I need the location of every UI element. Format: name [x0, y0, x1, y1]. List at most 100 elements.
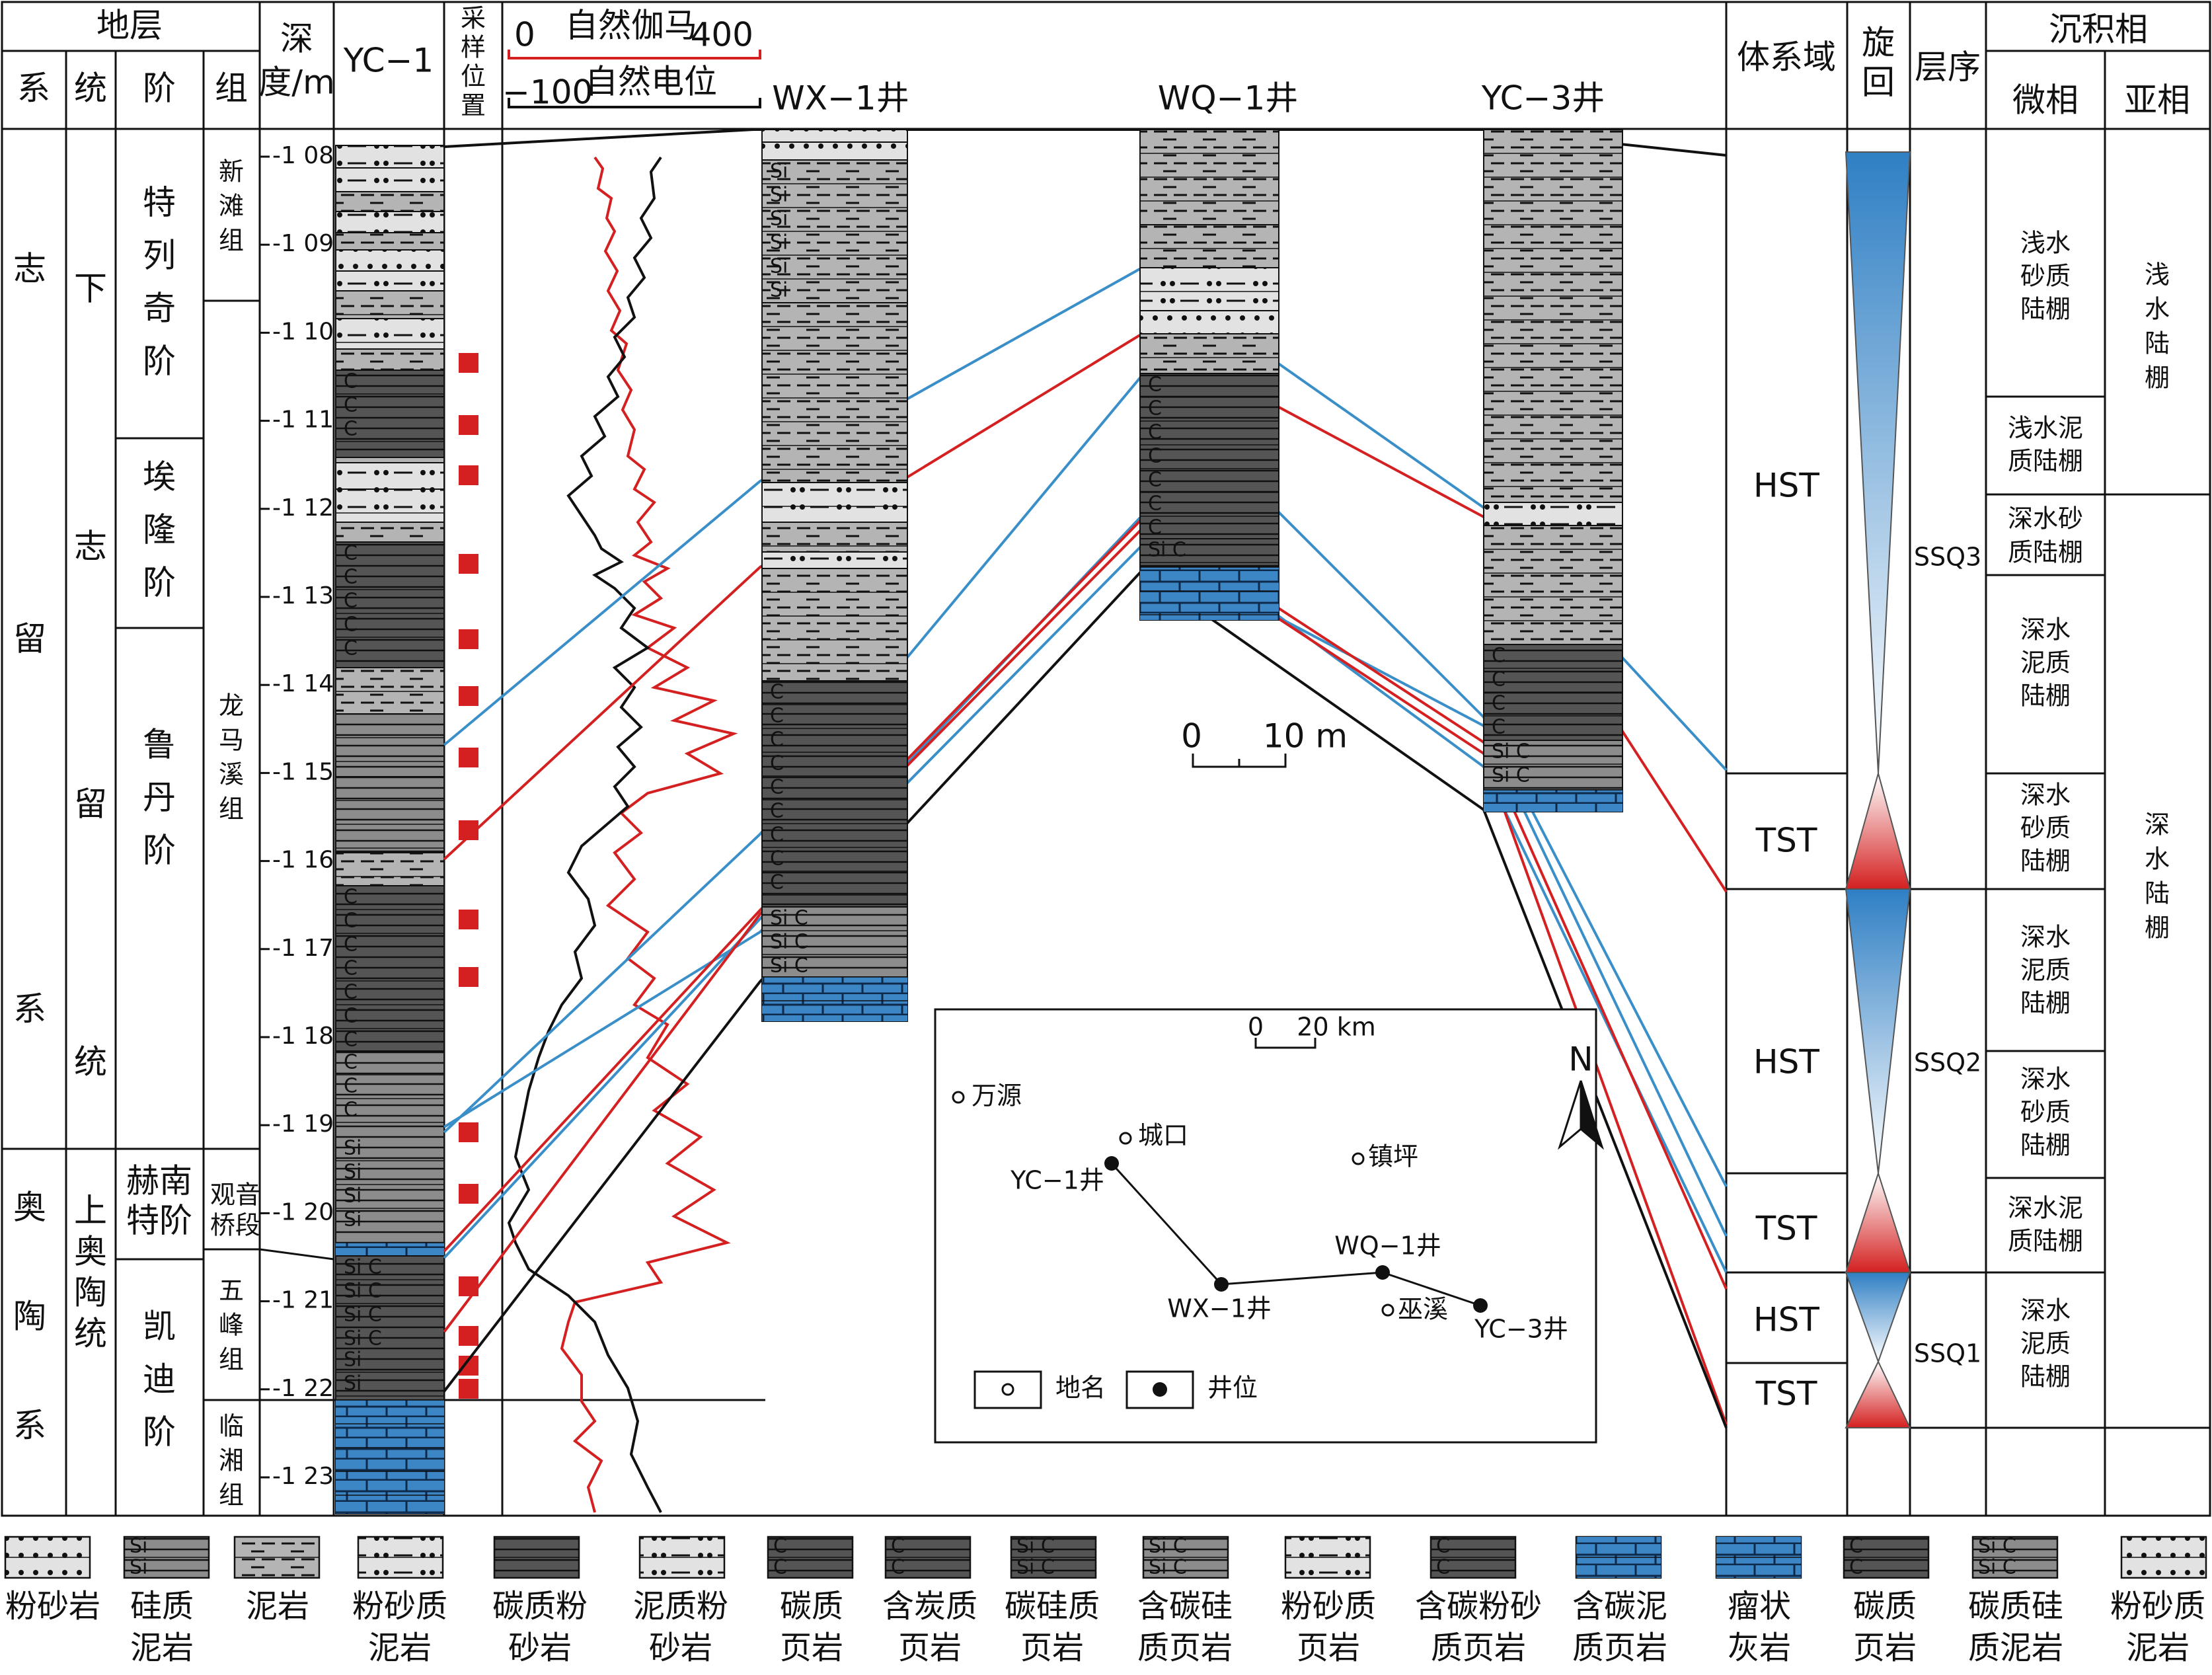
- wx1-bed-mark: C: [770, 824, 784, 847]
- stage-hirnantian-line: 赫南: [126, 1162, 192, 1200]
- scale-bar-zero: 0: [1181, 717, 1202, 756]
- well-label-wq1: WQ−1井: [1158, 79, 1299, 118]
- sample-marker: [459, 1122, 478, 1142]
- legend-label: 硅质: [130, 1588, 194, 1625]
- microfacies-label: 陆棚: [2020, 1131, 2071, 1160]
- cycle-regressive-ssq2: [1845, 888, 1911, 1174]
- yc1-bed-pattern: [336, 714, 444, 777]
- system-silurian-line: 志: [13, 250, 46, 288]
- legend-label: 泥质粉: [633, 1588, 728, 1625]
- microfacies-label: 深水砂: [2008, 504, 2083, 533]
- stage-rhuddanian: 鲁丹阶: [143, 726, 176, 870]
- yc1-bed-mark: C: [344, 886, 358, 909]
- microfacies-label: 浅水泥: [2008, 414, 2083, 443]
- formation-linxiang-line: 湘: [219, 1446, 244, 1475]
- header-strata: 地层: [96, 7, 163, 45]
- yc1-bed-pattern: [336, 668, 444, 714]
- legend-label: 泥岩: [130, 1629, 194, 1666]
- yc1-bed-pattern: [336, 777, 444, 853]
- cycle-regressive-ssq1: [1845, 1272, 1911, 1364]
- stage-aeronian: 埃隆阶: [143, 458, 176, 602]
- yc3-bed-pattern: [1484, 740, 1622, 790]
- wx1-bed-mark: C: [770, 705, 784, 728]
- sp-curve: [507, 156, 662, 1513]
- stage-katian-line: 迪: [143, 1360, 176, 1399]
- systems-tract-label: HST: [1753, 1301, 1819, 1339]
- microfacies-label: 质陆棚: [2008, 538, 2083, 567]
- microfacies-label: 深水: [2020, 923, 2071, 952]
- microfacies-label: 泥质: [2020, 1329, 2071, 1358]
- north-arrow-label: N: [1568, 1040, 1593, 1079]
- wq1-bed-pattern: [1140, 268, 1279, 311]
- wx1-bed-mark: C: [770, 681, 784, 704]
- microfacies-label: 陆棚: [2020, 295, 2071, 324]
- system-silurian-line: 留: [13, 620, 46, 658]
- yc1-bed-mark: C: [344, 637, 358, 660]
- legend-swatch-mark: Si C: [1149, 1556, 1187, 1579]
- wq1-bed-pattern: [1140, 311, 1279, 334]
- microfacies-label: 砂质: [2020, 1098, 2071, 1127]
- cycle-regressive-ssq3: [1845, 151, 1911, 774]
- wx1-bed-mark: Si: [770, 255, 788, 278]
- formation-guanyinqiao-line: 桥段: [210, 1211, 260, 1240]
- yc1-bed-mark: Si C: [344, 1280, 382, 1303]
- boundary-formation: [259, 1248, 334, 1261]
- formation-xintan-line: 滩: [219, 192, 244, 221]
- sp-label: 自然电位: [585, 63, 717, 101]
- wx1-bed-mark: Si: [770, 160, 788, 183]
- legend-well-label: 井位: [1207, 1374, 1258, 1403]
- gamma-max: 400: [691, 16, 753, 54]
- legend-label: 含碳硅: [1137, 1588, 1233, 1625]
- legend-place-label: 地名: [1055, 1374, 1106, 1403]
- gamma-scale-line: [508, 50, 761, 59]
- system-ordovician-line: 奥: [13, 1188, 46, 1227]
- yc1-bed-pattern: [336, 349, 444, 370]
- legend-label: 含碳粉砂: [1415, 1588, 1542, 1625]
- wq1-bed-mark: C: [1148, 421, 1162, 444]
- legend-swatch-mark: C: [1436, 1556, 1450, 1579]
- formation-guanyinqiao-line: 观音: [210, 1181, 260, 1210]
- legend-label: 碳质粉: [492, 1588, 588, 1625]
- header-facies: 沉积相: [2049, 11, 2148, 49]
- yc1-bed-pattern: [336, 145, 444, 168]
- sample-marker: [459, 629, 478, 649]
- yc1-bed-mark: Si: [344, 1348, 362, 1372]
- yc3-bed-pattern: [1484, 502, 1622, 526]
- stage-telychian-line: 列: [143, 237, 176, 275]
- microfacies-label: 泥质: [2020, 956, 2071, 985]
- legend-label: 泥岩: [368, 1629, 432, 1666]
- wq1-bed-pattern: [1140, 225, 1279, 268]
- microfacies-label: 质陆棚: [2008, 1227, 2083, 1256]
- yc3-bed-pattern: [1484, 526, 1622, 644]
- wq1-bed-mark: C: [1148, 516, 1162, 539]
- yc1-bed-mark: C: [344, 933, 358, 956]
- yc1-bed-pattern: [336, 542, 444, 668]
- stage-telychian-line: 奇: [143, 290, 176, 328]
- sp-scale-line: [508, 98, 761, 108]
- legend-label: 粉砂质: [1281, 1588, 1376, 1625]
- legend-swatch-mark: Si C: [1978, 1556, 2016, 1579]
- yc1-bed-mark: C: [344, 1029, 358, 1052]
- legend-swatch-mark: C: [1849, 1556, 1863, 1579]
- subfacies-shallow-line: 浅: [2145, 260, 2170, 290]
- subfacies-deep-line: 棚: [2145, 914, 2170, 943]
- yc1-bed-mark: Si C: [344, 1256, 382, 1279]
- well-marker: [1375, 1265, 1390, 1280]
- well-label: YC−1井: [1010, 1166, 1104, 1195]
- yc1-bed-mark: C: [344, 1005, 358, 1028]
- microfacies-label: 陆棚: [2020, 989, 2071, 1018]
- header-depth: 深: [280, 20, 313, 58]
- microfacies-label: 深水: [2020, 615, 2071, 644]
- header-yc1: YC−1: [343, 42, 434, 80]
- wq1-bed-mark: C: [1148, 445, 1162, 468]
- well-label-yc3: YC−3井: [1481, 79, 1605, 118]
